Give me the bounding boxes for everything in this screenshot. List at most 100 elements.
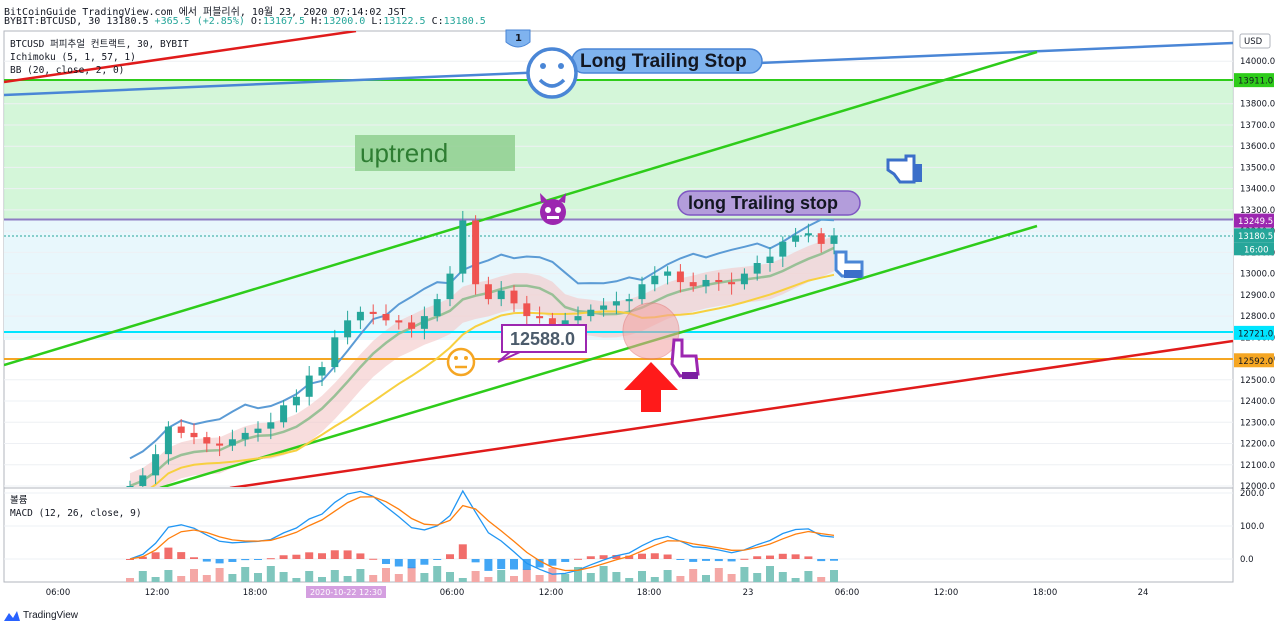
currency-button[interactable] [1239, 33, 1271, 49]
h-label: H: [311, 16, 324, 27]
macd-hist-bar [650, 553, 659, 559]
volume-bar [382, 568, 390, 582]
volume-bar [574, 567, 582, 582]
volume-bar [714, 568, 723, 582]
legend-bb: BB (20, close, 2, 0) [10, 65, 124, 76]
bb-upper-band [129, 218, 835, 460]
macd-hist-bar [791, 554, 800, 559]
time-tick-label: 12:00 [539, 588, 564, 598]
close-value-c: 13180.5 [443, 16, 486, 27]
price-tick-label: 13400.0 [1240, 185, 1275, 195]
volume-bar [318, 577, 326, 582]
price-tick-label: 12400.0 [1240, 397, 1275, 407]
macd-hist-bar [535, 559, 544, 568]
candle-body [702, 279, 710, 287]
ichimoku-cloud [130, 235, 834, 487]
time-tick-label: 12:00 [934, 588, 959, 598]
volume-bar [407, 567, 416, 582]
c-label: C: [431, 16, 444, 27]
volume-bar [164, 570, 173, 582]
price-callout-label: 12588.0 [510, 329, 575, 349]
volume-bar [228, 574, 237, 582]
volume-bar [791, 578, 800, 582]
macd-scale[interactable]: 200.0 100.0 0.0 [1240, 489, 1264, 565]
candle-body [241, 432, 249, 440]
candle-body [152, 454, 160, 476]
price-tick-label: 12100.0 [1240, 461, 1275, 471]
time-axis[interactable]: 06:0012:0018:002206:0012:0018:002306:001… [46, 586, 1149, 598]
macd-hist-bar [574, 558, 582, 560]
macd-hist-bar [714, 559, 723, 562]
macd-hist-bar [151, 552, 160, 559]
alert-badge-label: 1 [515, 33, 522, 44]
currency-label: USD [1244, 37, 1263, 47]
price-marker-last_price [1234, 228, 1274, 243]
macd-tick-label: 0.0 [1240, 555, 1254, 565]
candle-body [280, 405, 288, 423]
tradingview-icon [4, 610, 20, 621]
purple-hand-icon [670, 338, 700, 379]
candle-body [510, 290, 518, 304]
pointing-hand-icon [886, 154, 922, 184]
volume-bar [612, 572, 621, 582]
macd-hist-bar [497, 559, 506, 570]
time-tick-label: 06:00 [46, 588, 71, 598]
candle-body [728, 282, 736, 285]
candle-body [600, 305, 608, 310]
macd-hist-bar [702, 559, 710, 561]
macd-hist-bar [458, 544, 467, 559]
macd-hist-bar [343, 550, 352, 559]
smiley-mouth [538, 78, 566, 88]
macd-hist-bar [612, 554, 621, 559]
o-label: O: [250, 16, 263, 27]
macd-hist-bar [407, 559, 416, 569]
price-tick-label: 12900.0 [1240, 291, 1275, 301]
macd-hist-bar [727, 559, 736, 562]
time-tick-label: 18:00 [637, 588, 662, 598]
alert-badge[interactable]: 1 [505, 29, 531, 48]
volume-bar [151, 577, 160, 582]
macd-hist-bar [638, 553, 646, 559]
volume-bar [702, 575, 710, 582]
macd-hist-bar [318, 553, 326, 559]
macd-hist-bar [369, 558, 378, 560]
macd-hist-bar [446, 554, 454, 559]
price-scale[interactable]: USD 14000.0 13800.0 13700.0 13600.0 13500.0 1… [1234, 33, 1275, 492]
candle-body [830, 235, 838, 244]
red-upper-line [4, 31, 357, 84]
smiley-eye-left [540, 63, 546, 69]
candle-body [548, 318, 556, 325]
uptrend-box [355, 135, 515, 171]
price-tick-label: 12500.0 [1240, 376, 1275, 386]
candle-body [676, 271, 684, 283]
volume-bar [279, 572, 288, 582]
high-value: 13200.0 [323, 16, 366, 27]
macd-hist-bar [356, 553, 365, 559]
volume-bar [548, 568, 557, 582]
candle-body [523, 303, 531, 317]
volume-bar [484, 577, 493, 582]
candle-body [484, 284, 492, 300]
l-label: L: [371, 16, 384, 27]
candle-body [254, 428, 262, 433]
legend-ichimoku: Ichimoku (5, 1, 57, 1) [10, 52, 136, 63]
macd-hist-bar [279, 555, 288, 559]
candle-body [433, 299, 441, 317]
candle-body [126, 486, 134, 487]
volume-bar [753, 573, 762, 582]
macd-hist-bar [330, 550, 339, 559]
ohlc-bar: BYBIT:BTCUSD, 30 13180.5 +365.5 (+2.85%)… [4, 16, 486, 27]
macd-hist-bar [305, 552, 314, 559]
candle-body [792, 235, 800, 242]
open-value: 13167.5 [262, 16, 306, 27]
price-tick-label: 14000.0 [1240, 57, 1275, 67]
tradingview-logo[interactable]: TradingView [4, 610, 78, 621]
macd-histogram [126, 544, 838, 571]
candle-body [305, 375, 313, 397]
price-callout [501, 324, 587, 353]
uptrend-label: uptrend [360, 138, 448, 168]
candle-body [203, 437, 211, 444]
volume-bar [138, 571, 147, 582]
candle-body [318, 367, 326, 376]
